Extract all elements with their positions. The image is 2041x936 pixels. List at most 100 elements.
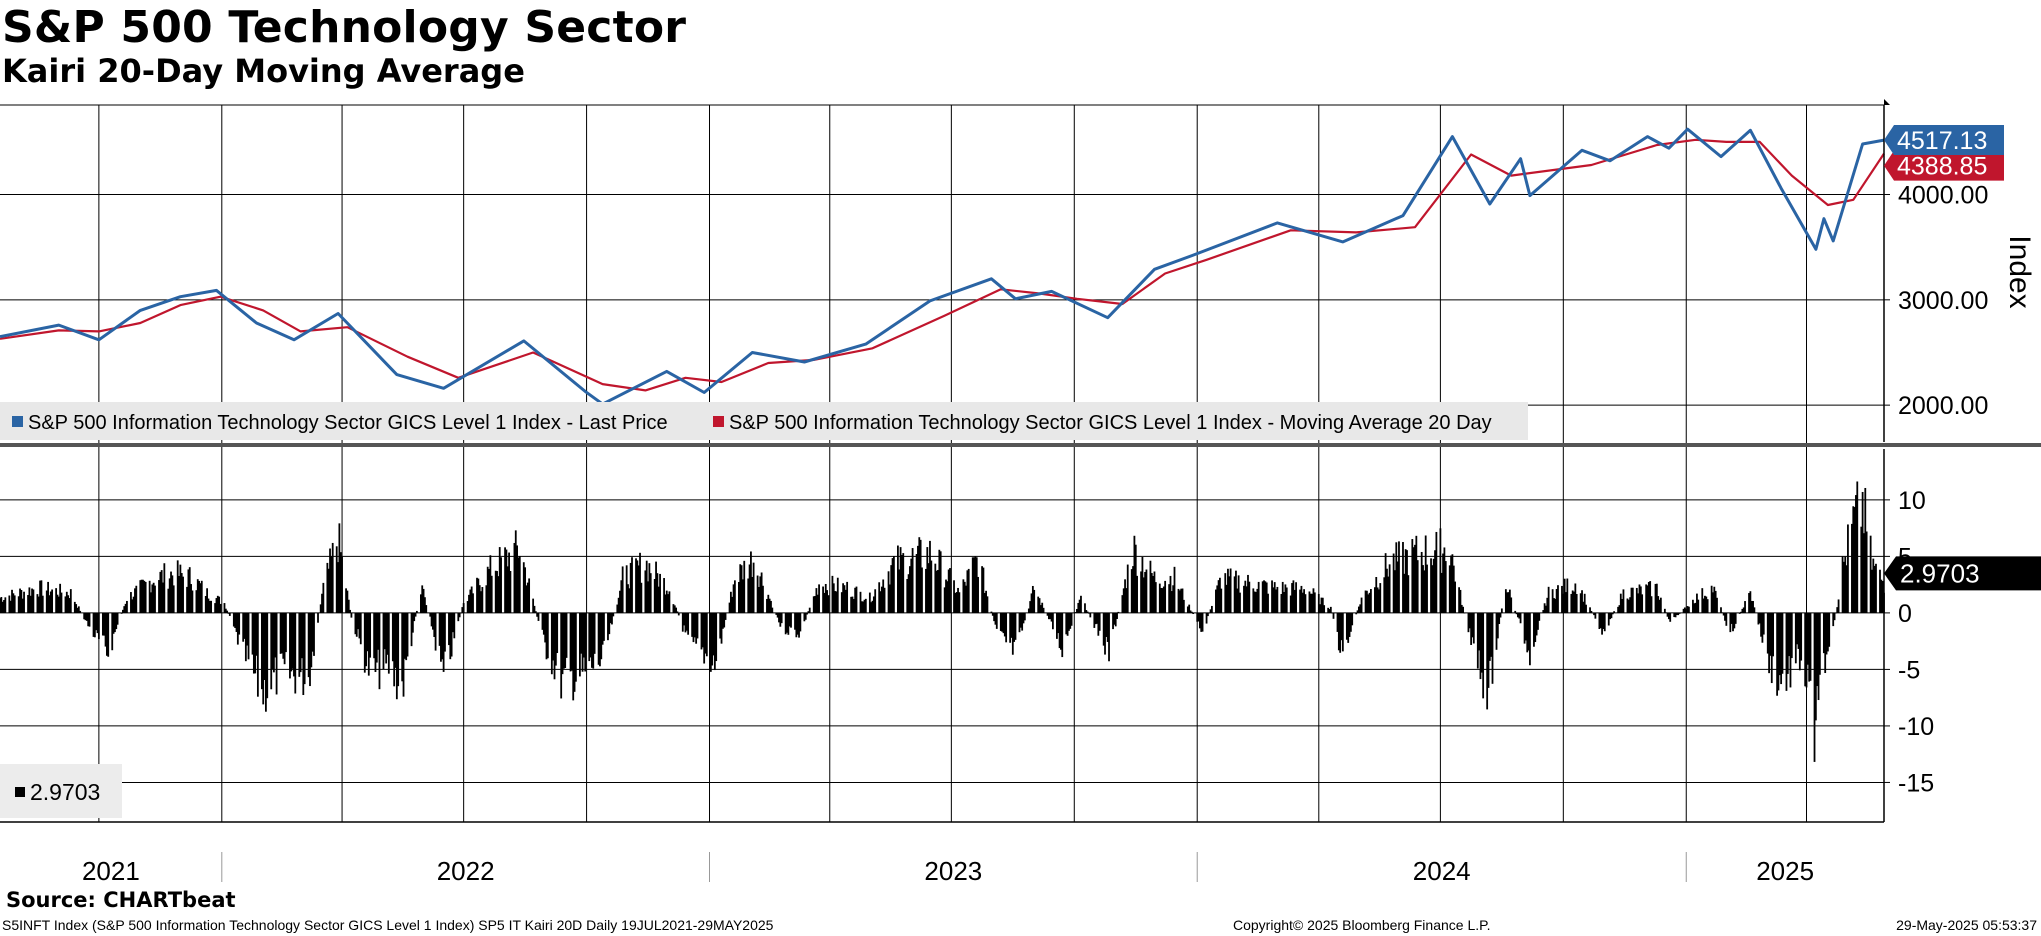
kairi-bar <box>341 556 343 613</box>
kairi-bar <box>1603 612 1606 632</box>
kairi-bar <box>1655 583 1658 613</box>
kairi-bar <box>508 552 510 613</box>
kairi-bar <box>1112 612 1114 630</box>
kairi-bar <box>917 545 919 613</box>
series-line-last-price <box>0 127 1885 406</box>
kairi-bar <box>536 612 539 617</box>
last-value-tag-kairi <box>1884 556 2041 591</box>
kairi-bar <box>1808 612 1811 682</box>
kairi-bar <box>748 564 751 613</box>
kairi-bar <box>1589 607 1591 613</box>
kairi-bar <box>171 575 174 613</box>
kairi-bar <box>878 582 881 613</box>
kairi-bar <box>1105 612 1108 637</box>
kairi-bar <box>262 612 265 705</box>
kairi-bar <box>1130 569 1133 613</box>
kairi-bar <box>383 612 386 650</box>
kairi-bar <box>1617 606 1620 613</box>
kairi-bar <box>477 578 480 613</box>
kairi-bar <box>804 612 807 620</box>
kairi-bar <box>1561 585 1563 613</box>
kairi-bar <box>1618 605 1621 613</box>
kairi-bar <box>1805 612 1808 688</box>
kairi-bar <box>176 560 179 613</box>
kairi-bar <box>422 588 425 613</box>
kairi-bar <box>406 612 409 657</box>
kairi-bar <box>103 612 106 636</box>
kairi-bar <box>962 579 965 613</box>
kairi-bar <box>1057 612 1060 634</box>
kairi-bar <box>448 612 450 646</box>
kairi-bar <box>1402 542 1404 613</box>
kairi-bar <box>1514 610 1517 613</box>
kairi-bar <box>359 612 362 645</box>
kairi-bar <box>413 612 416 622</box>
kairi-bar <box>216 595 219 613</box>
kairi-bar <box>219 603 222 613</box>
kairi-bar <box>677 612 680 616</box>
kairi-bar <box>846 581 849 613</box>
kairi-bar <box>1506 592 1509 613</box>
kairi-bar <box>953 580 955 613</box>
kairi-bar <box>842 583 845 613</box>
kairi-bar <box>497 576 500 613</box>
kairi-bar <box>552 612 555 661</box>
kairi-bar <box>1535 612 1538 636</box>
kairi-bar <box>1776 612 1779 696</box>
kairi-bar <box>1638 584 1641 613</box>
kairi-bar <box>96 612 99 634</box>
kairi-bar <box>1220 588 1223 613</box>
kairi-bar <box>864 598 867 613</box>
x-tick-label: 2025 <box>1756 856 1814 886</box>
kairi-bar <box>742 579 744 613</box>
kairi-bar <box>1367 594 1370 613</box>
kairi-bar <box>1383 577 1386 613</box>
kairi-bar <box>1396 561 1399 613</box>
kairi-bar <box>648 563 651 613</box>
panel-divider <box>0 443 2041 447</box>
kairi-bar <box>1431 565 1434 613</box>
kairi-bar <box>1554 598 1557 613</box>
kairi-bar <box>472 593 474 613</box>
kairi-bar <box>55 588 58 613</box>
kairi-bar <box>1394 570 1396 613</box>
kairi-bar <box>1716 597 1718 613</box>
kairi-bar <box>815 588 818 613</box>
kairi-bar <box>1180 588 1183 613</box>
kairi-bar <box>593 612 596 654</box>
kairi-bar <box>107 612 110 657</box>
kairi-bar <box>981 566 983 613</box>
kairi-bar <box>1619 593 1622 613</box>
kairi-bar <box>758 586 760 613</box>
kairi-bar <box>580 612 583 654</box>
kairi-bar <box>834 591 837 613</box>
kairi-bar <box>1168 584 1171 613</box>
x-tick-label: 2024 <box>1413 856 1471 886</box>
kairi-bar <box>282 612 285 659</box>
kairi-bar <box>1376 587 1379 613</box>
kairi-bar <box>83 612 86 620</box>
kairi-bar <box>664 594 667 613</box>
kairi-bar <box>218 596 221 613</box>
kairi-bar <box>1720 607 1722 613</box>
kairi-bar <box>1161 588 1164 613</box>
kairi-bar <box>1299 589 1301 613</box>
kairi-bar <box>991 612 994 616</box>
kairi-bar <box>1215 589 1217 613</box>
kairi-bar <box>1261 581 1264 613</box>
kairi-bar <box>583 612 585 658</box>
kairi-bar <box>1406 550 1408 613</box>
kairi-bar <box>186 586 188 613</box>
price-lines <box>0 127 1885 406</box>
kairi-bar <box>1432 558 1435 613</box>
kairi-bar <box>1770 612 1773 684</box>
kairi-bar <box>144 581 147 613</box>
kairi-bar <box>441 612 444 660</box>
kairi-bar <box>172 585 175 613</box>
kairi-bar <box>458 612 461 618</box>
kairi-bar <box>4 597 7 613</box>
kairi-bar <box>1479 612 1482 680</box>
kairi-bar <box>635 558 637 613</box>
kairi-bar <box>196 579 199 613</box>
kairi-bar <box>1181 588 1184 613</box>
